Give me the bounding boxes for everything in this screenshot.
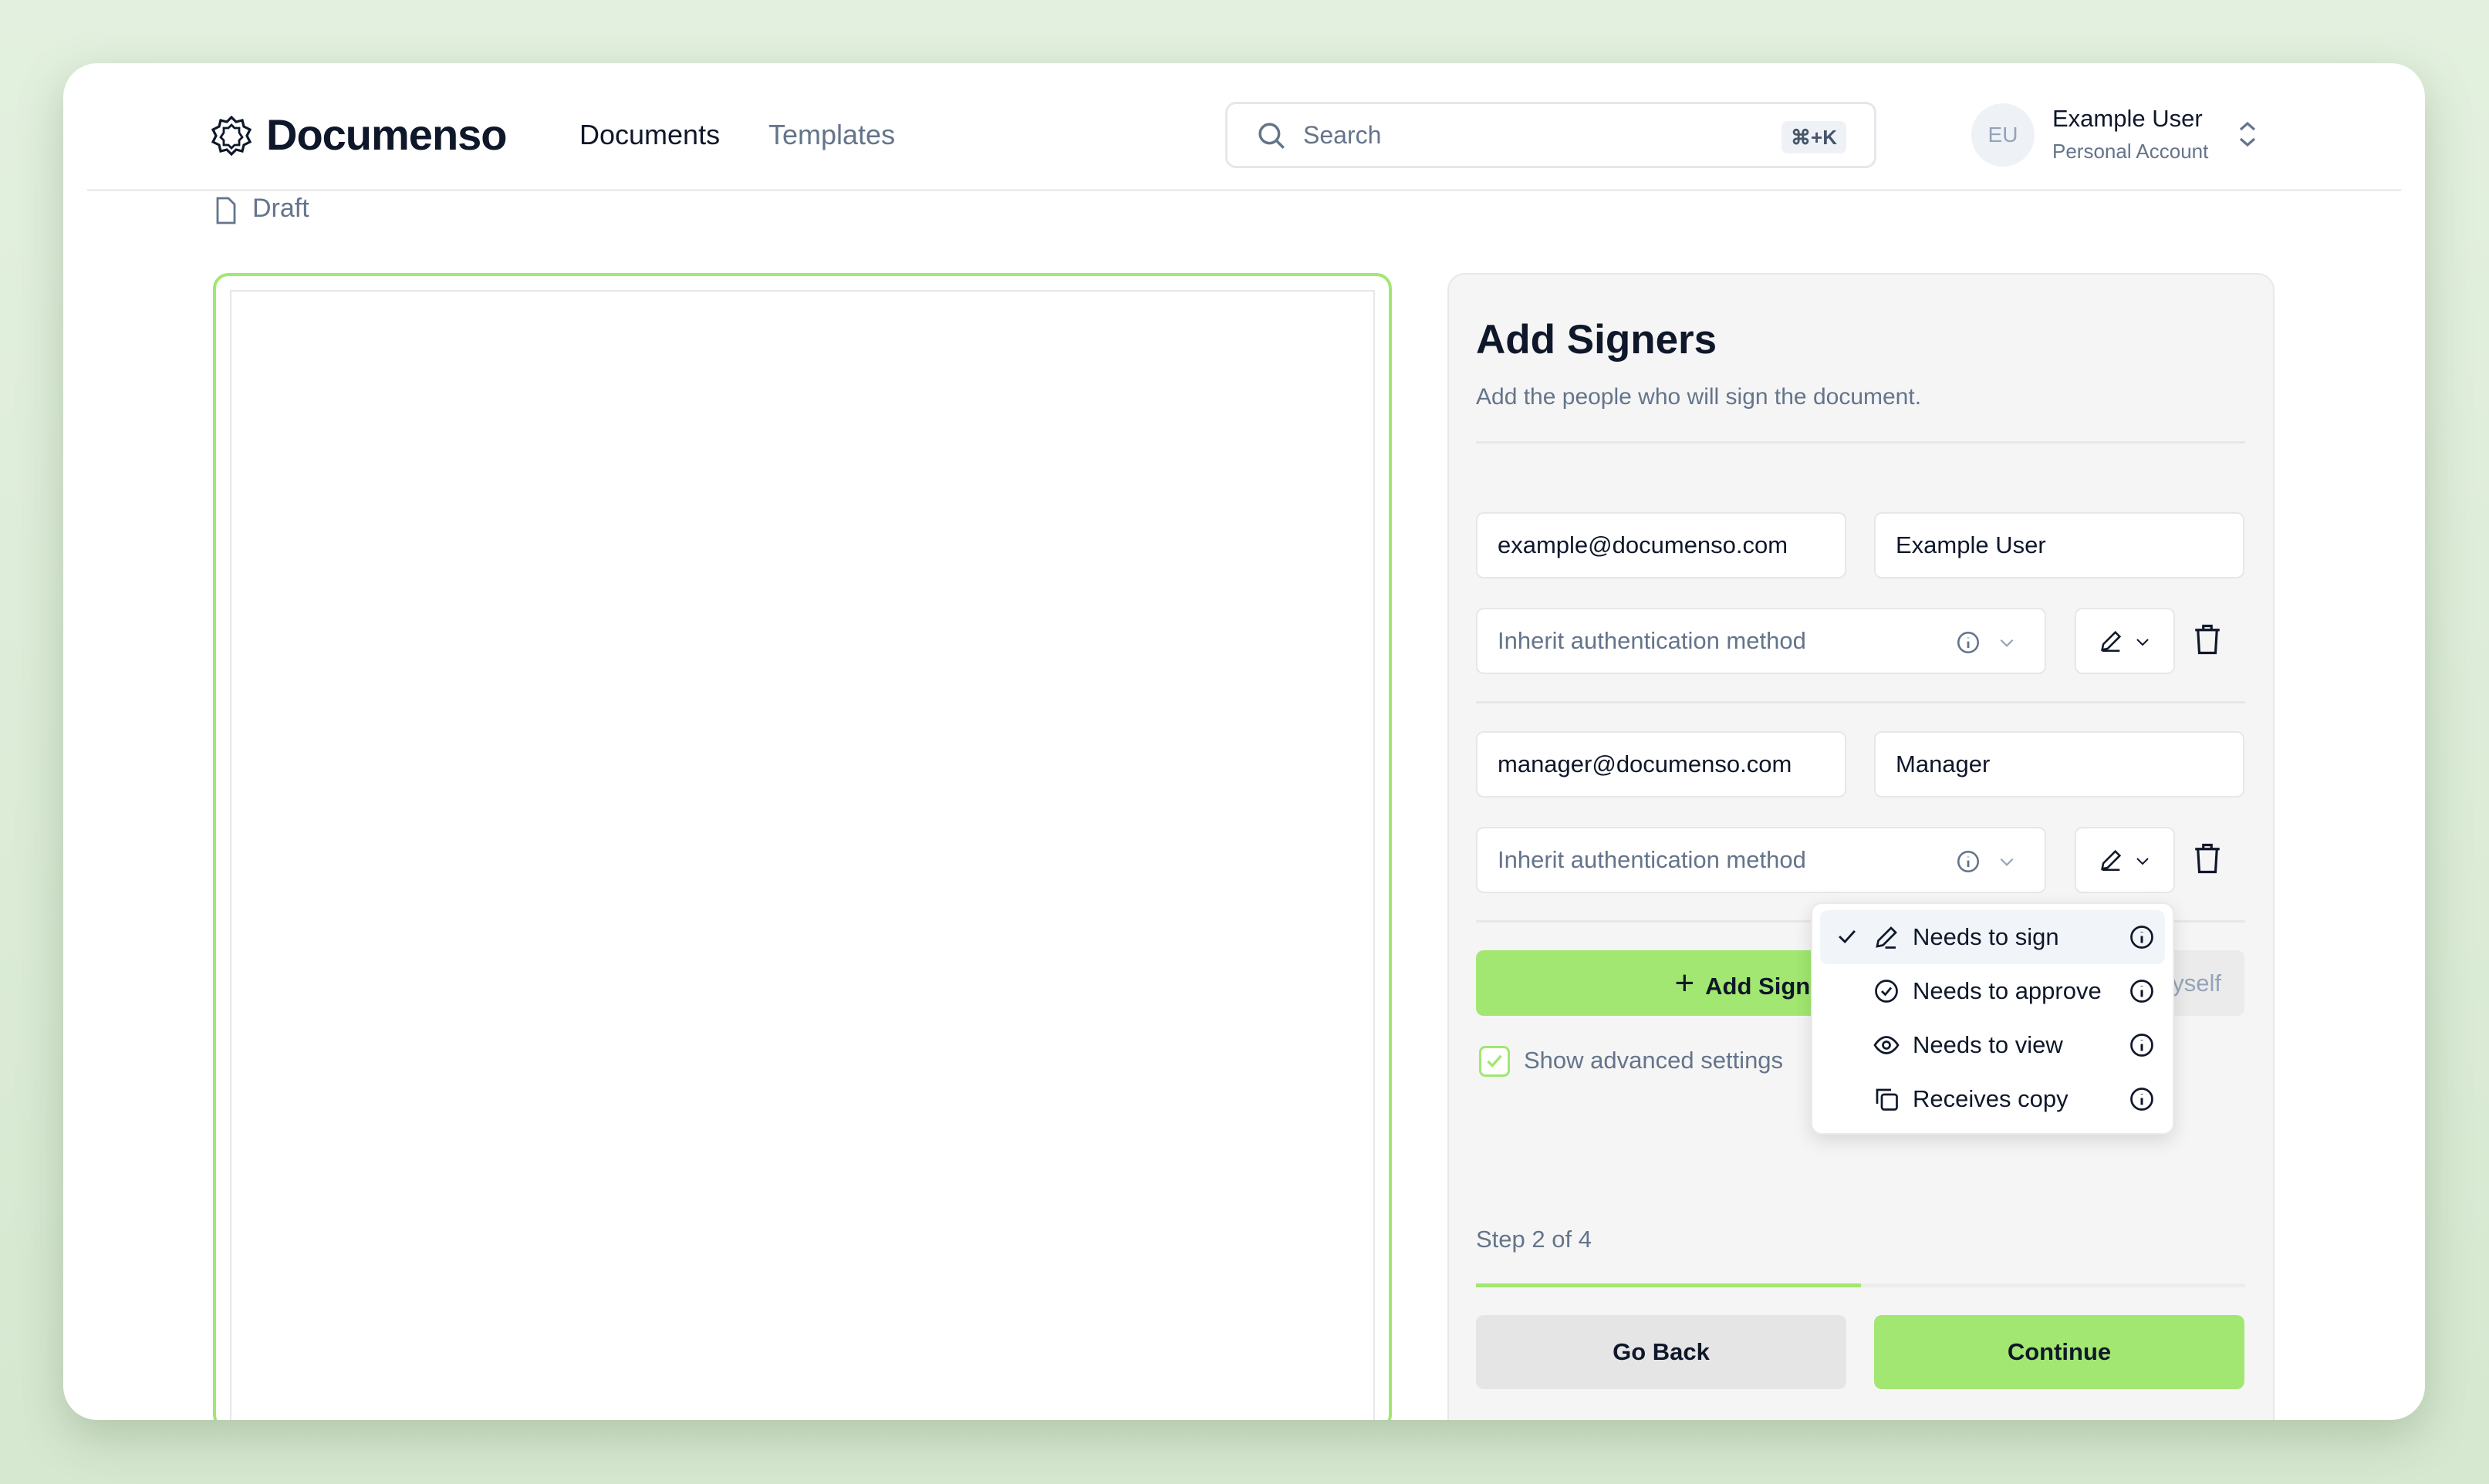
trash-icon[interactable] [2191,622,2224,657]
advanced-settings-checkbox[interactable] [1479,1046,1510,1077]
menu-item-needs-to-view[interactable]: Needs to view [1820,1018,2165,1072]
nav-templates[interactable]: Templates [768,119,896,150]
auth-select-value: Inherit authentication method [1498,846,1806,873]
divider [1476,701,2245,703]
signer-2-auth-select[interactable]: Inherit authentication method [1476,827,2046,893]
search-icon [1258,123,1285,149]
divider [1476,441,2245,444]
info-icon[interactable] [1955,629,1981,656]
signer-2-name[interactable]: Manager [1874,731,2244,798]
pen-icon [2101,630,2122,653]
menu-item-receives-copy[interactable]: Receives copy [1820,1072,2165,1126]
menu-item-label: Receives copy [1913,1085,2069,1112]
header-divider [87,189,2401,191]
nav-documents[interactable]: Documents [579,119,721,150]
brand-name[interactable]: Documenso [266,110,507,159]
menu-item-label: Needs to approve [1913,977,2102,1004]
chevron-up-down-icon[interactable] [2237,119,2258,150]
document-viewer [213,273,1392,1420]
continue-button[interactable]: Continue [1874,1315,2244,1389]
pen-icon [2101,849,2122,872]
panel-subtitle: Add the people who will sign the documen… [1476,384,1922,410]
chevron-down-icon [2000,858,2014,866]
auth-select-value: Inherit authentication method [1498,627,1806,654]
search-placeholder: Search [1303,121,1382,149]
signer-2-role-button[interactable] [2075,827,2175,893]
advanced-settings-label[interactable]: Show advanced settings [1524,1047,1784,1074]
user-name[interactable]: Example User [2052,105,2203,132]
go-back-button[interactable]: Go Back [1476,1315,1846,1389]
signer-1-email[interactable]: example@documenso.com [1476,512,1846,578]
avatar[interactable]: EU [1971,103,2035,167]
search-input[interactable]: Search ⌘+K [1225,102,1876,168]
menu-item-needs-to-approve[interactable]: Needs to approve [1820,964,2165,1018]
step-indicator: Step 2 of 4 [1476,1226,1592,1253]
chevron-down-icon [2000,639,2014,647]
signer-1-auth-select[interactable]: Inherit authentication method [1476,608,2046,674]
eye-icon [1873,1036,1900,1054]
signer-1-role-button[interactable] [2075,608,2175,674]
info-icon[interactable] [1955,848,1981,875]
check-icon [1487,1054,1502,1068]
document-status: Draft [252,194,309,223]
signer-1-name[interactable]: Example User [1874,512,2244,578]
check-icon [1839,929,1856,944]
role-dropdown-menu: Needs to sign Needs to approve Needs to … [1811,902,2174,1135]
panel-title: Add Signers [1476,317,1717,363]
menu-item-label: Needs to sign [1913,923,2059,950]
progress-track [1476,1283,2245,1287]
info-icon[interactable] [2128,923,2156,951]
menu-item-needs-to-sign[interactable]: Needs to sign [1820,910,2165,964]
chevron-down-icon [2136,858,2149,865]
app-window: Documenso Documents Templates Search ⌘+K… [63,63,2425,1420]
chevron-down-icon [2136,639,2149,646]
info-icon[interactable] [2128,1031,2156,1059]
documenso-logo-icon [211,116,252,157]
info-icon[interactable] [2128,977,2156,1005]
signer-2-email[interactable]: manager@documenso.com [1476,731,1846,798]
menu-item-label: Needs to view [1913,1031,2063,1058]
copy-icon [1876,1088,1898,1111]
file-icon [216,197,236,224]
badge-check-icon [1875,980,1898,1003]
account-name: Personal Account [2052,140,2209,163]
shortcut-badge: ⌘+K [1781,121,1846,153]
info-icon[interactable] [2128,1085,2156,1113]
progress-fill [1476,1283,1861,1287]
plus-icon: + [1674,964,1695,1002]
pen-icon [1876,926,1897,949]
trash-icon[interactable] [2191,841,2224,876]
document-page [230,290,1375,1420]
